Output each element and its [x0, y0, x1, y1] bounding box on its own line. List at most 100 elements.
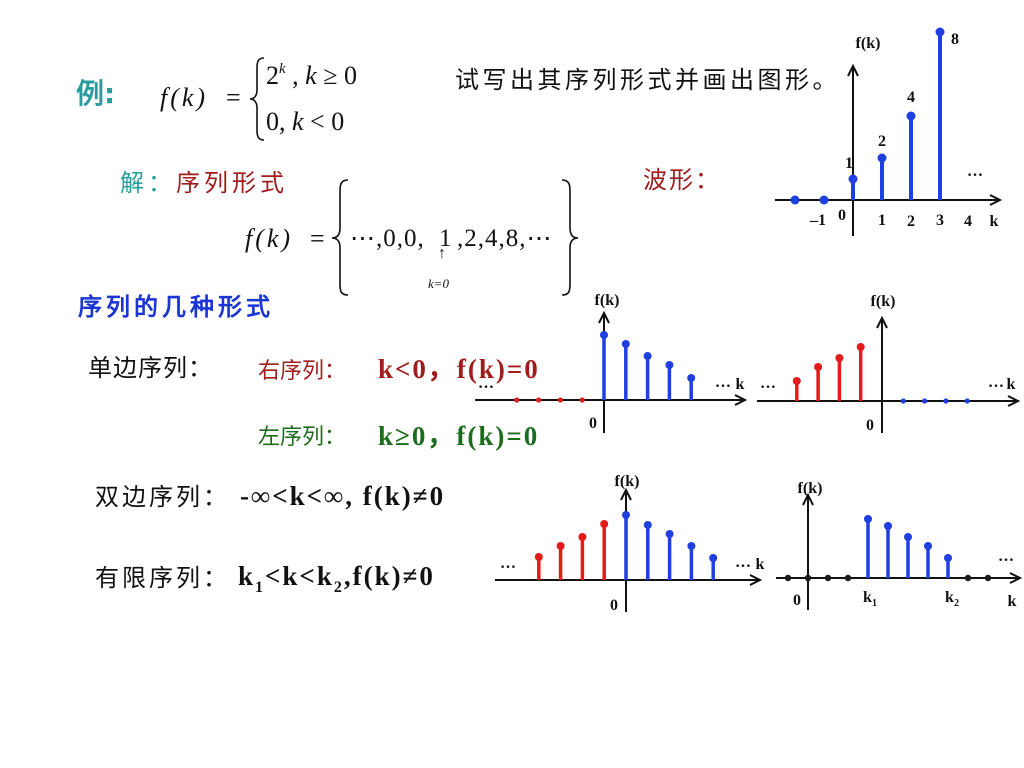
- zero-sample-dot-k-2: [790, 195, 800, 205]
- x-axis-label: k: [990, 213, 999, 230]
- zero-sample-dot-k2: [844, 574, 852, 582]
- x-axis-arrow: [749, 574, 763, 586]
- zero-sample-dot-k-1: [579, 397, 585, 403]
- x-tick-label: 3: [936, 212, 944, 229]
- sequence-equals: =: [310, 224, 325, 253]
- stem-dot-k-2: [835, 354, 844, 362]
- stem-dot-k-3: [814, 363, 823, 371]
- x-axis-arrow: [989, 194, 1003, 206]
- left-sequence-label: 左序列：: [258, 425, 347, 450]
- stem-dot-k4: [884, 522, 892, 530]
- zero-sample-dot-k8: [964, 574, 972, 582]
- stem-dot-k3: [935, 27, 945, 37]
- two-sided-label: 双边序列：: [95, 483, 230, 511]
- stem-dot-k2: [665, 530, 674, 538]
- sequence-before: ⋯,0,0,: [350, 225, 425, 252]
- solution-text: 序列形式: [176, 169, 288, 197]
- finite-cond-end: ,f(k)≠0: [343, 561, 435, 591]
- stem-dot-k3: [665, 361, 674, 369]
- left-sided-plot: f(k) 0 … … k: [757, 293, 1021, 434]
- stem-dot-k3: [864, 515, 872, 523]
- sequence-lhs: f(k): [245, 224, 294, 253]
- two-sided-condition: -∞<k<∞, f(k)≠0: [240, 481, 446, 511]
- finite-label: 有限序列：: [95, 564, 230, 592]
- x-axis-label: k: [736, 376, 745, 393]
- section-title: 序列的几种形式: [78, 293, 274, 321]
- stem-dot-k1: [621, 340, 630, 348]
- stem-dot-k4: [709, 554, 718, 562]
- piecewise-case-2: 0, k < 0: [266, 109, 344, 135]
- stem-dot-k-1: [856, 343, 865, 351]
- ellipsis-left: …: [478, 375, 494, 392]
- ellipsis-right: …: [735, 554, 751, 571]
- x-tick-label: 4: [964, 213, 972, 230]
- y-axis-label: f(k): [798, 480, 823, 497]
- origin-label: 0: [793, 592, 801, 609]
- sequence-after: ,2,4,8,⋯: [457, 225, 553, 252]
- y-axis-label: f(k): [595, 292, 620, 309]
- value-label: 8: [951, 31, 959, 48]
- k2-label: k2: [945, 589, 959, 609]
- finite-cond-sub2: 2: [333, 579, 344, 596]
- zero-sample-dot-k0: [804, 574, 812, 582]
- stem-dot-k1: [877, 153, 887, 163]
- case2-relation: < 0: [310, 107, 345, 136]
- x-axis-label: k: [756, 556, 765, 573]
- zero-sample-dot-k-3: [536, 397, 542, 403]
- stems: [790, 27, 945, 205]
- y-axis-arrow: [876, 315, 888, 329]
- x-axis-arrow: [734, 394, 748, 406]
- case2-value: 0,: [266, 107, 286, 136]
- finite-plot: f(k) 0 k1 k2 k …: [776, 480, 1023, 610]
- piecewise-equals: =: [226, 83, 241, 112]
- sequence-origin-note: k=0: [428, 276, 450, 291]
- zero-sample-dot-k1: [824, 574, 832, 582]
- zero-sample-dot-k3: [943, 398, 949, 404]
- stem-dot-k-4: [534, 553, 543, 561]
- ellipsis-right: …: [998, 548, 1014, 565]
- zero-sample-dot-k-1: [819, 195, 829, 205]
- y-axis-label: f(k): [615, 473, 640, 490]
- finite-condition: k1<k<k2,f(k)≠0: [238, 563, 435, 596]
- stem-dot-k0: [600, 331, 608, 339]
- two-sided-plot: f(k) 0 … … k: [495, 473, 765, 614]
- stem-dot-k4: [687, 374, 696, 382]
- finite-cond-sub1: 1: [255, 579, 266, 596]
- example-waveform-plot: f(k) 1 2 4 8 … –1 0 1 2 3 4 k: [775, 27, 1003, 236]
- stem-dot-k1: [643, 521, 652, 529]
- one-sided-label: 单边序列：: [88, 354, 213, 382]
- stem-dot-k-2: [578, 533, 587, 541]
- x-tick-label: –1: [809, 212, 826, 229]
- case2-var: k: [292, 107, 304, 136]
- ellipsis: …: [967, 163, 983, 180]
- zero-sample-dot-k1: [900, 398, 906, 404]
- stems: [784, 515, 992, 582]
- x-axis-label: k: [1007, 376, 1016, 393]
- finite-cond-k: k: [238, 561, 256, 591]
- right-sided-plot: f(k) 0 … … k: [475, 292, 748, 433]
- sequence-origin-arrow: ↑: [438, 245, 446, 262]
- y-axis-label: f(k): [871, 293, 896, 310]
- k1-var: k: [863, 589, 872, 606]
- k1-sub: 1: [872, 598, 877, 609]
- x-tick-label: 1: [878, 212, 886, 229]
- k2-var: k: [945, 589, 954, 606]
- sequence-marked-sample: 1: [439, 225, 452, 252]
- k2-sub: 2: [954, 598, 959, 609]
- sequence-right-brace: [561, 179, 579, 296]
- stem-dot-k0: [622, 511, 630, 519]
- waveform-label: 波形：: [643, 166, 721, 194]
- y-axis-label: f(k): [856, 35, 881, 52]
- stems: [514, 331, 696, 403]
- piecewise-brace: [249, 57, 265, 141]
- case1-exponent: k: [279, 61, 286, 77]
- stem-dot-k-4: [792, 377, 801, 385]
- case1-base: 2: [266, 61, 279, 90]
- stems: [534, 511, 718, 580]
- zero-sample-dot-k4: [964, 398, 970, 404]
- finite-cond-mid: <k<k: [265, 561, 334, 591]
- right-sequence-label: 右序列：: [258, 359, 347, 384]
- solution-heading: 解：序列形式: [120, 171, 288, 195]
- x-axis-arrow: [1009, 572, 1023, 584]
- solution-label: 解：: [120, 169, 176, 197]
